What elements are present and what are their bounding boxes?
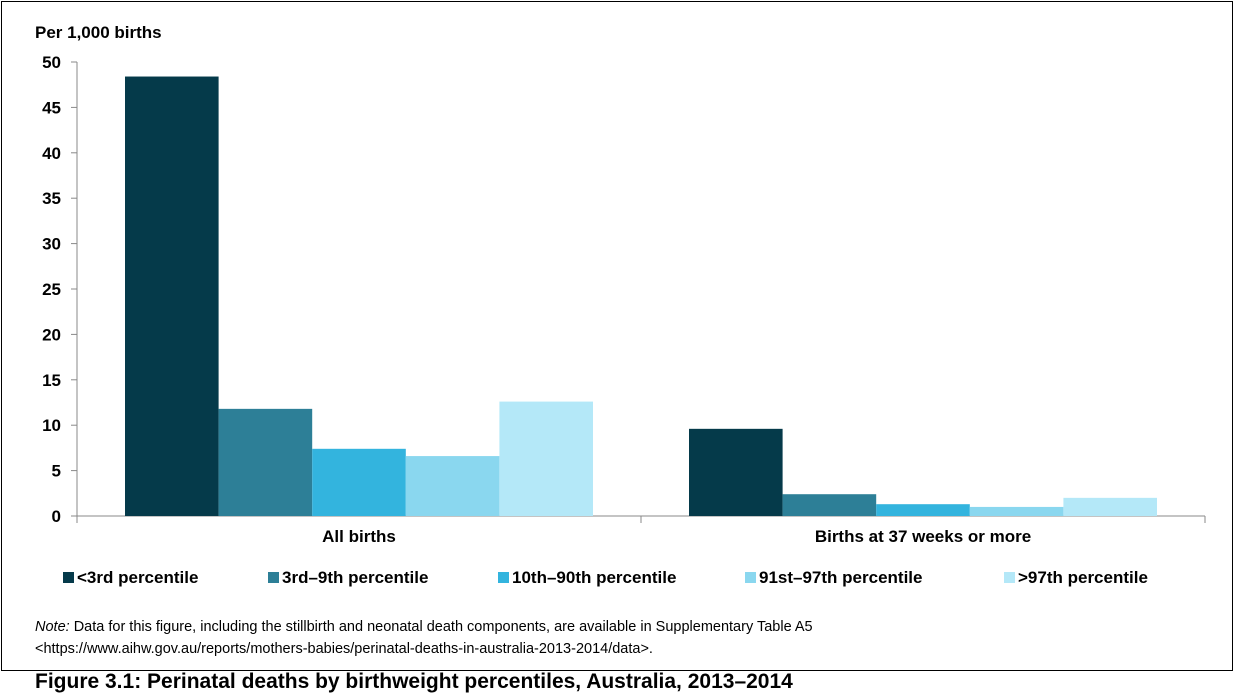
y-tick-label: 50	[42, 53, 61, 72]
legend-label: 91st–97th percentile	[759, 568, 922, 587]
figure-caption: Figure 3.1: Perinatal deaths by birthwei…	[35, 670, 793, 693]
legend-swatch	[268, 572, 279, 583]
chart-frame	[1, 1, 1233, 671]
chart: Per 1,000 births 0 5 10 15 20 25 30 35 40 45 50 All …	[35, 23, 1206, 587]
y-tick-label: 10	[42, 416, 61, 435]
bar	[1063, 497, 1157, 516]
legend-label: 3rd–9th percentile	[282, 568, 428, 587]
legend-swatch	[1004, 572, 1015, 583]
legend-label: <3rd percentile	[77, 568, 198, 587]
x-category-label: All births	[322, 527, 396, 546]
note-line-1: Note: Data for this figure, including th…	[35, 616, 813, 638]
y-tick-label: 5	[52, 462, 61, 481]
legend-swatch	[745, 572, 756, 583]
x-category-label: Births at 37 weeks or more	[815, 527, 1031, 546]
y-tick-label: 20	[42, 325, 61, 344]
legend-label: >97th percentile	[1018, 568, 1148, 587]
bar	[969, 506, 1064, 516]
bar	[125, 76, 219, 516]
bar	[405, 456, 500, 516]
bar	[876, 504, 970, 516]
legend-label: 10th–90th percentile	[512, 568, 676, 587]
y-tick-label: 30	[42, 235, 61, 254]
bar	[499, 401, 593, 516]
y-tick-label: 15	[42, 371, 61, 390]
legend-swatch	[498, 572, 509, 583]
legend-swatch	[63, 572, 74, 583]
bar	[782, 494, 877, 516]
bar	[218, 408, 313, 516]
y-axis-label: Per 1,000 births	[35, 23, 162, 42]
bar	[312, 448, 406, 516]
note-label: Note:	[35, 619, 70, 635]
note-line-2: <https://www.aihw.gov.au/reports/mothers…	[35, 641, 653, 657]
note-text: Data for this figure, including the stil…	[69, 619, 813, 635]
y-tick-label: 0	[52, 507, 61, 526]
y-tick-label: 45	[42, 98, 61, 117]
y-tick-label: 40	[42, 144, 61, 163]
bar	[689, 428, 783, 516]
y-tick-label: 35	[42, 189, 61, 208]
y-tick-label: 25	[42, 280, 61, 299]
